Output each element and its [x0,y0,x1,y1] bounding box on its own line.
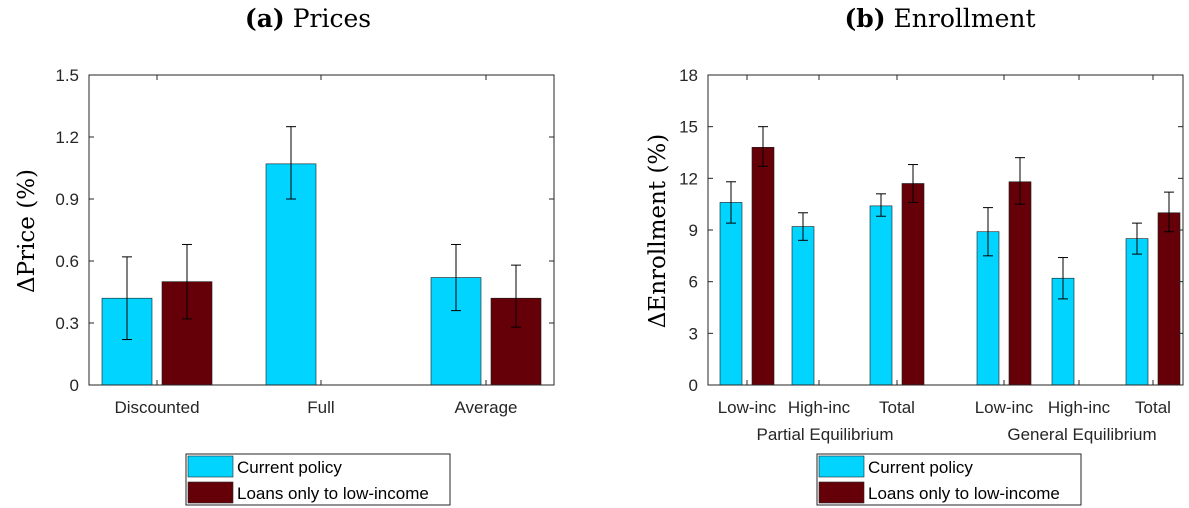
y-axis-label-delta: Δ [645,312,671,329]
bar-current-policy-6 [1125,238,1149,386]
error-bar-loans-1 [758,126,768,167]
legend-enrollment: Current policy Loans only to low-income [816,453,1082,506]
error-bar-current-5 [1058,257,1068,300]
error-bar-current-2 [798,212,808,241]
error-bar-loans-3 [908,164,918,203]
bar-current-policy-1 [719,202,743,386]
bar-current-policy-2 [791,226,815,386]
error-bar-current-1 [726,181,736,224]
x-group-label: General Equilibrium [1007,425,1156,444]
y-axis-label-main: Enrollment [645,180,671,311]
y-axis-label-unit: (%) [645,134,671,174]
x-tick-label: Low-inc [718,398,777,417]
y-tick-label: 9 [689,221,698,240]
panel-prices: (a) Prices 0 0.3 0.6 0.9 1.2 1.5 Discounted Ful… [14,4,555,506]
axes-box [707,74,1184,386]
x-tick-label: Total [879,398,915,417]
error-bar-loans-6 [1164,191,1174,233]
y-axis-label-prices: ΔPrice (%) [14,169,40,293]
y-tick-label: 1.5 [55,66,79,85]
bar-loans-low-income-1 [751,147,775,386]
y-tick-label: 1.2 [55,128,79,147]
y-tick-label: 0.9 [55,190,79,209]
panel-a-title: (a) Prices [245,4,371,33]
error-bar-current-1 [122,256,132,341]
y-tick-label: 0.6 [55,252,79,271]
x-tick-label: High-inc [1048,398,1111,417]
bar-loans-low-income-3 [901,183,925,386]
legend-swatch-current [187,455,234,478]
error-bar-loans-1 [182,243,192,320]
bar-current-policy-3 [869,205,893,386]
y-tick-label: 6 [689,273,698,292]
error-bar-loans-4 [1015,157,1025,205]
plot-area-prices: 0 0.3 0.6 0.9 1.2 1.5 Discounted Full Average [55,66,555,417]
x-tick-label: High-inc [788,398,851,417]
y-axis-label-main: Price [14,216,40,276]
x-tick-label: Average [454,398,517,417]
y-tick-label: 0.3 [55,314,79,333]
panel-b-letter: (b) [844,4,885,33]
legend-label-loans: Loans only to low-income [237,484,429,503]
panel-a-title-text: Prices [293,4,371,33]
legend-swatch-loans [818,481,865,504]
legend-swatch-current [818,455,865,478]
x-tick-label: Discounted [114,398,199,417]
x-tick-label: Low-inc [975,398,1034,417]
x-tick-label: Full [307,398,334,417]
legend-swatch-loans [187,481,234,504]
y-tick-label: 15 [679,118,698,137]
panel-b-title-text: Enrollment [894,4,1036,33]
x-group-label: Partial Equilibrium [757,425,894,444]
axes-box [88,74,555,386]
x-tick-label: Total [1135,398,1171,417]
bar-loans-low-income-6 [1157,212,1181,386]
y-axis-label-unit: (%) [14,169,40,209]
error-bar-current-6 [1132,222,1142,255]
y-tick-label: 0 [70,376,79,395]
y-axis-label-delta: Δ [14,276,40,293]
error-bar-current-2 [286,126,296,200]
y-tick-label: 18 [679,66,698,85]
error-bar-current-3 [451,243,461,312]
panel-a-letter: (a) [245,4,285,33]
panel-b-title: (b) Enrollment [844,4,1035,33]
legend-label-current: Current policy [868,458,973,477]
legend-label-current: Current policy [237,458,342,477]
y-tick-label: 12 [679,169,698,188]
panel-enrollment: (b) Enrollment 0 3 6 9 12 15 18 Low-inc High-inc… [645,4,1184,506]
error-bar-loans-3 [511,264,521,328]
plot-area-enrollment: 0 3 6 9 12 15 18 Low-inc High-inc Total Low-inc Hig… [679,66,1184,444]
error-bar-current-4 [983,207,993,257]
legend-label-loans: Loans only to low-income [868,484,1060,503]
y-tick-label: 3 [689,324,698,343]
y-axis-label-enrollment: ΔEnrollment (%) [645,134,671,328]
error-bar-current-3 [876,193,886,217]
y-tick-label: 0 [689,376,698,395]
bar-loans-low-income-4 [1008,181,1032,386]
legend-prices: Current policy Loans only to low-income [185,453,451,506]
